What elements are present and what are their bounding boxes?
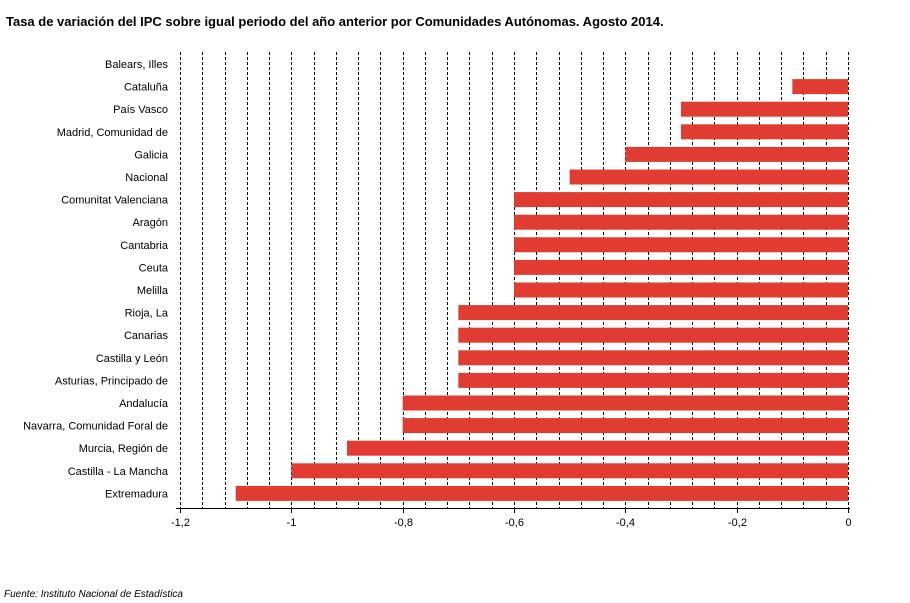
bars bbox=[235, 79, 848, 501]
category-label: Balears, Illes bbox=[105, 59, 168, 71]
bar bbox=[458, 350, 848, 366]
bar bbox=[291, 463, 848, 479]
x-tick-label: 0 bbox=[845, 517, 851, 529]
bar bbox=[235, 485, 848, 501]
x-tick-label: -1 bbox=[287, 517, 297, 529]
category-label: Ceuta bbox=[139, 262, 169, 274]
bar bbox=[514, 237, 848, 253]
category-label: Cataluña bbox=[124, 82, 169, 94]
bar bbox=[625, 146, 848, 162]
chart-title: Tasa de variación del IPC sobre igual pe… bbox=[6, 14, 664, 29]
x-tick-label: -0,6 bbox=[505, 517, 524, 529]
category-label: Murcia, Región de bbox=[79, 443, 168, 455]
bar bbox=[514, 282, 848, 298]
bar bbox=[402, 418, 848, 434]
x-axis: -1,2 -1 -0,8 -0,6 -0,4 -0,2 0 bbox=[171, 508, 852, 529]
category-label: Castilla - La Mancha bbox=[68, 466, 169, 478]
category-label: Canarias bbox=[124, 330, 169, 342]
bar bbox=[514, 214, 848, 230]
category-label: Nacional bbox=[125, 172, 168, 184]
category-label: Comunitat Valenciana bbox=[61, 195, 169, 207]
x-tick-label: -0,8 bbox=[394, 517, 413, 529]
bar bbox=[792, 79, 848, 95]
category-label: Andalucía bbox=[119, 398, 169, 410]
grid-lines bbox=[180, 52, 849, 508]
category-label: Extremadura bbox=[105, 488, 169, 500]
bar bbox=[681, 101, 848, 117]
bar bbox=[458, 305, 848, 321]
category-label: Madrid, Comunidad de bbox=[57, 127, 168, 139]
category-labels: Balears, Illes Cataluña País Vasco Madrid, … bbox=[23, 59, 169, 500]
bar bbox=[681, 124, 848, 140]
category-label: Aragón bbox=[133, 217, 168, 229]
category-label: País Vasco bbox=[113, 104, 168, 116]
source-note: Fuente: Instituto Nacional de Estadístic… bbox=[4, 589, 183, 600]
category-label: Rioja, La bbox=[125, 308, 169, 320]
bar bbox=[347, 440, 848, 456]
bar bbox=[458, 327, 848, 343]
category-label: Galicia bbox=[134, 149, 169, 161]
bar bbox=[402, 395, 848, 411]
bar bbox=[458, 372, 848, 388]
category-label: Cantabria bbox=[120, 240, 169, 252]
x-tick-label: -0,4 bbox=[616, 517, 635, 529]
category-label: Melilla bbox=[137, 285, 169, 297]
bar bbox=[569, 169, 848, 185]
category-label: Navarra, Comunidad Foral de bbox=[23, 421, 168, 433]
category-label: Castilla y León bbox=[96, 353, 168, 365]
x-tick-label: -0,2 bbox=[728, 517, 747, 529]
category-label: Asturias, Principado de bbox=[55, 375, 168, 387]
bar bbox=[514, 259, 848, 275]
x-tick-label: -1,2 bbox=[171, 517, 190, 529]
bar bbox=[514, 192, 848, 208]
